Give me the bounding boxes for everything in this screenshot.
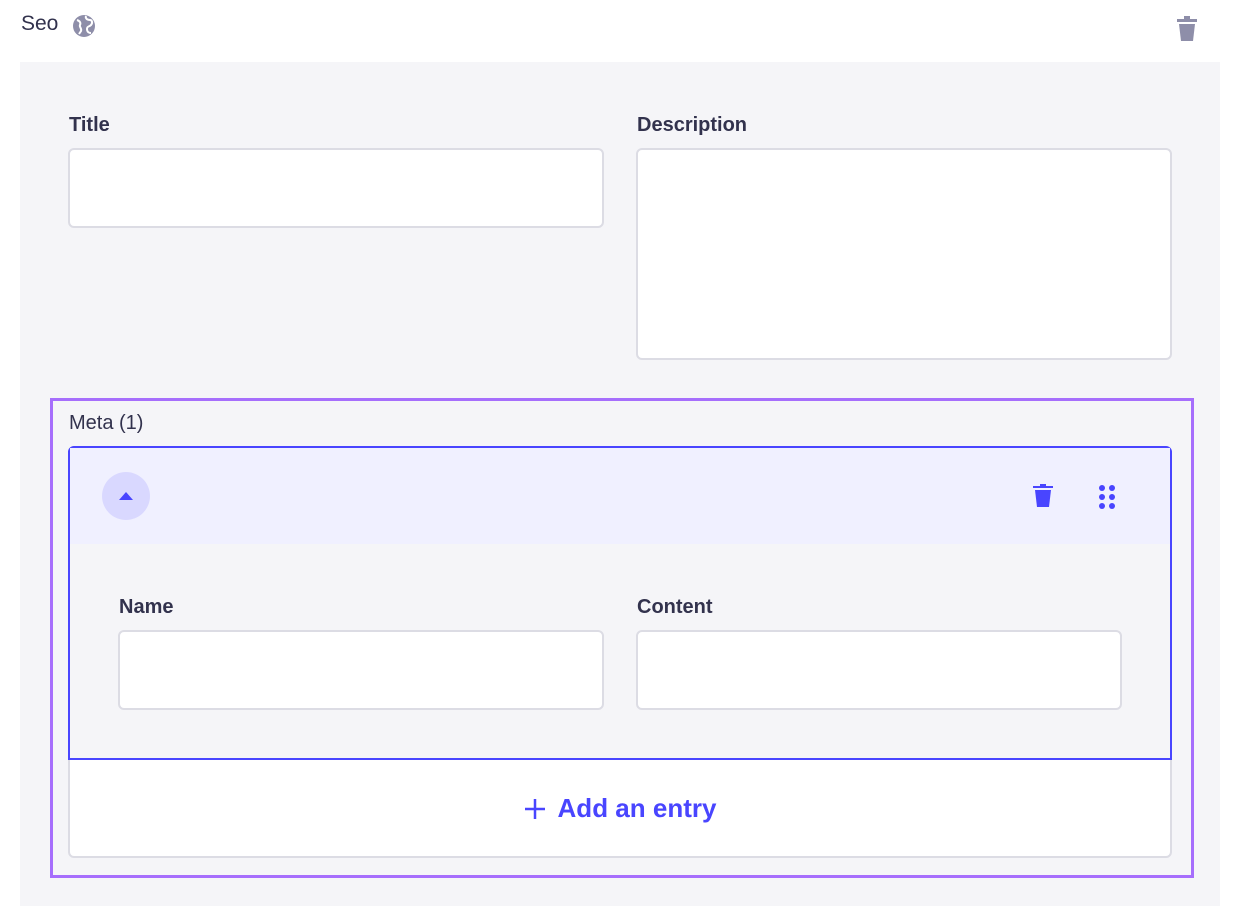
drag-handle-icon[interactable]	[1098, 484, 1116, 510]
description-textarea[interactable]	[636, 148, 1172, 360]
collapse-toggle-button[interactable]	[102, 472, 150, 520]
plus-icon	[524, 798, 545, 819]
meta-label: Meta (1)	[69, 412, 144, 434]
delete-component-trash-icon[interactable]	[1176, 16, 1198, 42]
meta-section	[50, 398, 1194, 878]
meta-entry	[68, 446, 1172, 760]
content-input[interactable]	[636, 630, 1122, 710]
delete-entry-trash-icon[interactable]	[1033, 484, 1053, 508]
content-label: Content	[637, 596, 713, 618]
component-title: Seo	[21, 12, 59, 35]
description-label: Description	[637, 114, 748, 136]
name-input[interactable]	[118, 630, 604, 710]
name-label: Name	[119, 596, 174, 618]
add-entry-label: Add an entry	[557, 793, 717, 823]
title-input[interactable]	[68, 148, 604, 228]
entry-header[interactable]	[70, 448, 1170, 544]
add-entry-button[interactable]: Add an entry	[68, 760, 1172, 857]
chevron-up-icon	[119, 492, 133, 500]
globe-icon	[73, 15, 95, 37]
title-label: Title	[69, 114, 110, 136]
